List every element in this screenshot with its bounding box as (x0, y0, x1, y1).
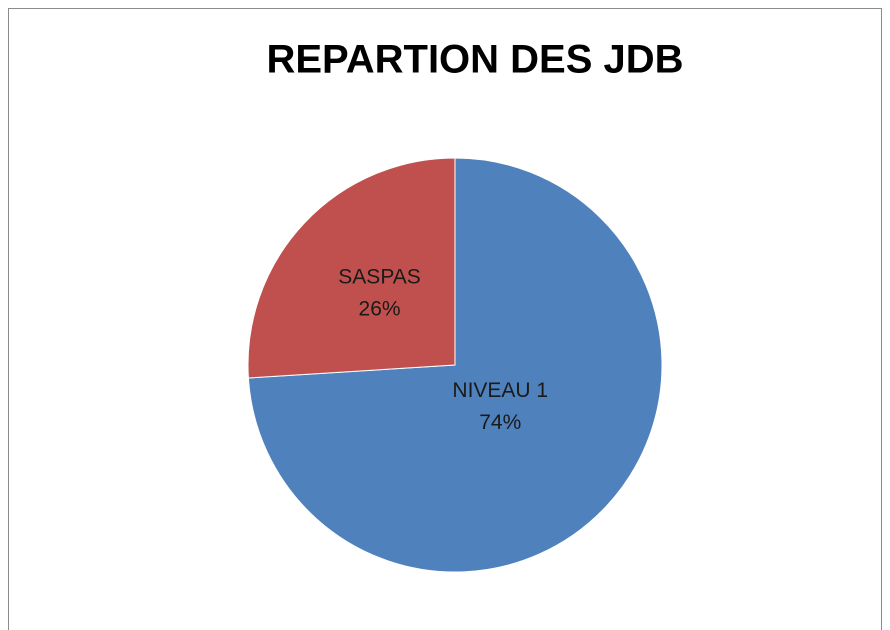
slice-value-label: 26% (359, 298, 401, 321)
chart-title: REPARTION DES JDB (266, 38, 683, 82)
slice-value-label: 74% (479, 411, 521, 434)
slice-category-label: NIVEAU 1 (452, 379, 548, 402)
pie-slice (247, 157, 456, 379)
slice-category-label: SASPAS (338, 266, 420, 289)
